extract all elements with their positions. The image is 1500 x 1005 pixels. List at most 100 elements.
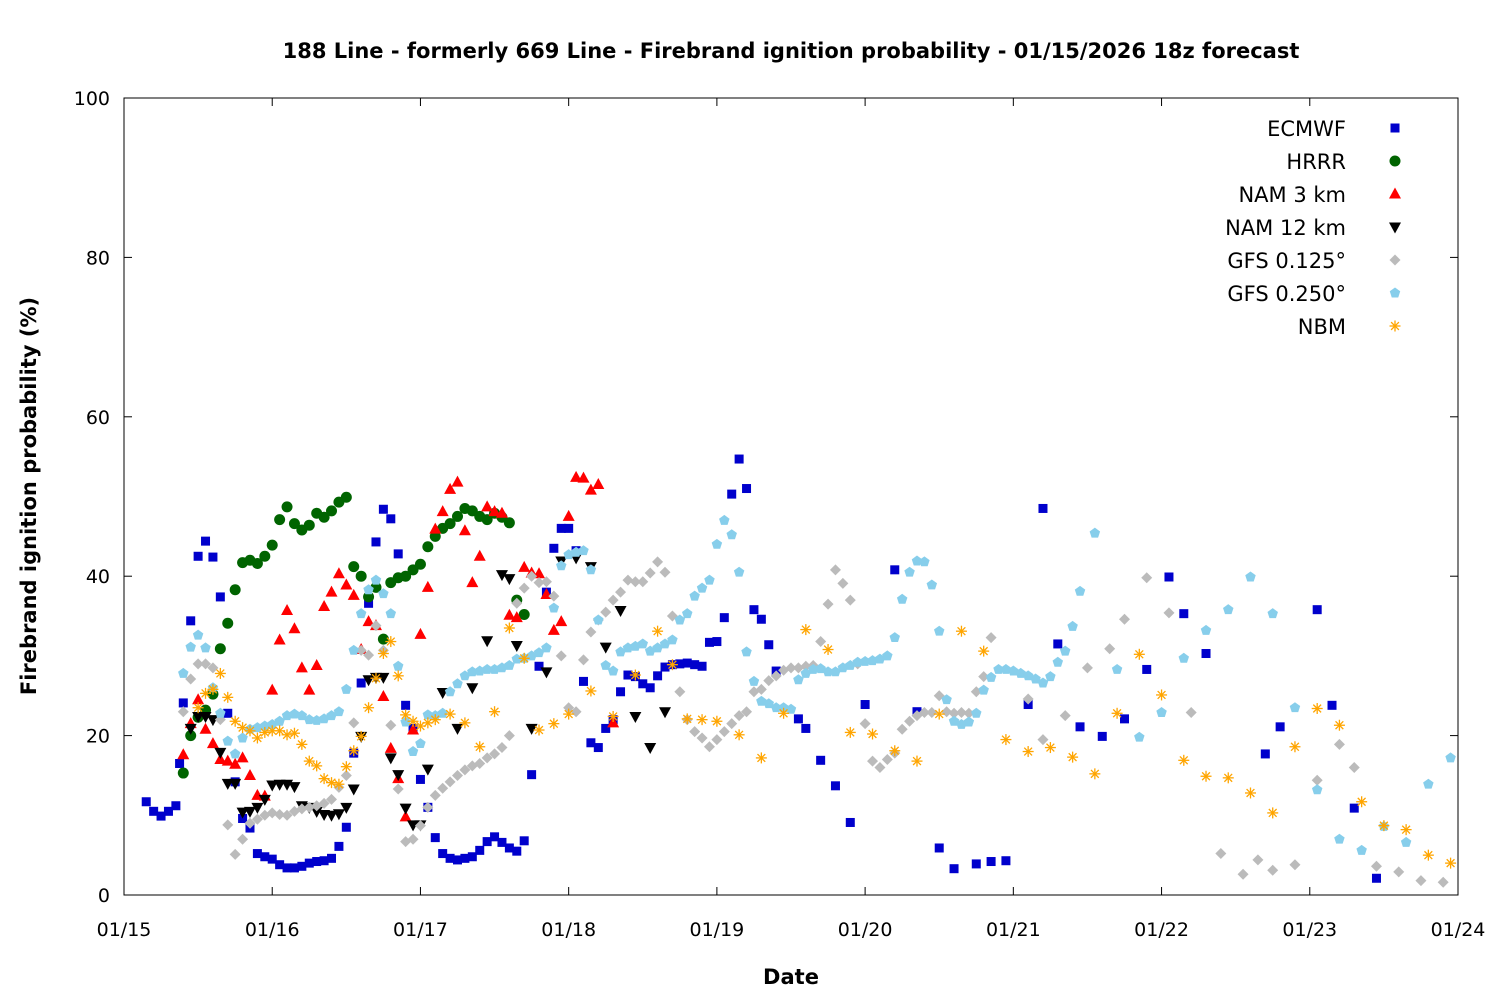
data-point [726,718,738,730]
y-axis-label: Firebrand ignition probability (%) [17,297,41,695]
data-point [859,718,871,730]
data-point [400,570,412,582]
data-point [444,776,456,788]
data-point [689,726,701,738]
data-point [845,817,855,827]
data-point [473,549,486,561]
legend-label: ECMWF [1267,117,1346,141]
legend-label: HRRR [1286,150,1346,174]
data-point [1179,609,1189,619]
data-point [1437,876,1449,888]
data-point [852,656,863,667]
data-point [1059,710,1071,722]
y-tick-label: 100 [74,88,110,110]
data-point [430,833,440,843]
data-point [356,678,366,688]
data-point [251,802,264,814]
legend-label: NBM [1298,315,1346,339]
data-point [503,574,516,586]
data-point [304,714,315,725]
data-point [778,707,790,719]
data-point [1089,768,1101,780]
data-point [615,586,627,598]
series-gfs-0-125 [177,556,1449,888]
data-point [822,598,834,610]
data-point [273,633,286,645]
data-point [303,683,316,695]
data-point [175,758,185,768]
data-point [288,518,300,530]
data-point [1334,833,1345,844]
data-point [214,747,227,759]
plot-frame [123,97,1459,896]
data-point [474,741,486,753]
data-point [200,642,211,653]
data-point [467,852,477,862]
data-point [1074,585,1086,596]
data-point [629,711,642,723]
data-point [1134,731,1145,742]
data-point [452,769,463,781]
data-point [510,641,523,653]
data-point [510,611,523,623]
data-point [340,769,352,781]
data-point [704,574,715,585]
data-point [867,755,879,767]
data-point [659,566,671,578]
data-point [348,561,360,573]
data-point [178,698,188,708]
data-point [355,730,367,742]
data-point [638,679,648,689]
data-point [340,802,353,814]
data-point [296,710,308,721]
data-point [364,598,374,608]
data-point [392,783,404,795]
data-point [334,841,344,851]
data-point [326,710,337,721]
legend-label: GFS 0.125° [1227,249,1346,273]
data-point [340,491,352,503]
data-point [978,645,990,657]
data-point [563,708,575,720]
data-point [653,671,663,681]
x-tick-label: 01/21 [986,919,1041,941]
data-point [1044,742,1056,754]
data-point [644,743,657,755]
data-point [370,574,382,585]
data-point [222,819,234,831]
legend-marker [1389,320,1401,332]
data-point [919,556,930,567]
data-point [296,738,308,750]
data-point [955,706,967,718]
data-point [1067,620,1078,631]
data-point [243,806,256,818]
data-point [763,675,775,687]
data-point [385,608,397,619]
data-point [645,683,655,693]
data-point [1311,784,1323,795]
data-point [503,608,516,620]
data-point [890,565,900,575]
data-point [889,745,901,757]
data-point [1400,836,1412,847]
data-point [452,678,463,689]
data-point [1422,849,1434,861]
data-point [1067,751,1079,763]
data-point [593,614,604,625]
data-point [1038,503,1048,513]
data-point [793,674,804,685]
data-point [874,761,886,773]
data-point [801,723,811,733]
data-point [1445,857,1457,869]
data-point [1022,746,1034,758]
data-point [490,832,500,842]
data-point [141,797,151,807]
data-point [1327,700,1337,710]
data-point [564,523,574,533]
data-point [214,667,226,679]
data-point [1267,807,1279,819]
data-point [177,767,189,779]
data-point [926,706,938,718]
data-point [482,837,492,847]
data-point [438,849,448,859]
